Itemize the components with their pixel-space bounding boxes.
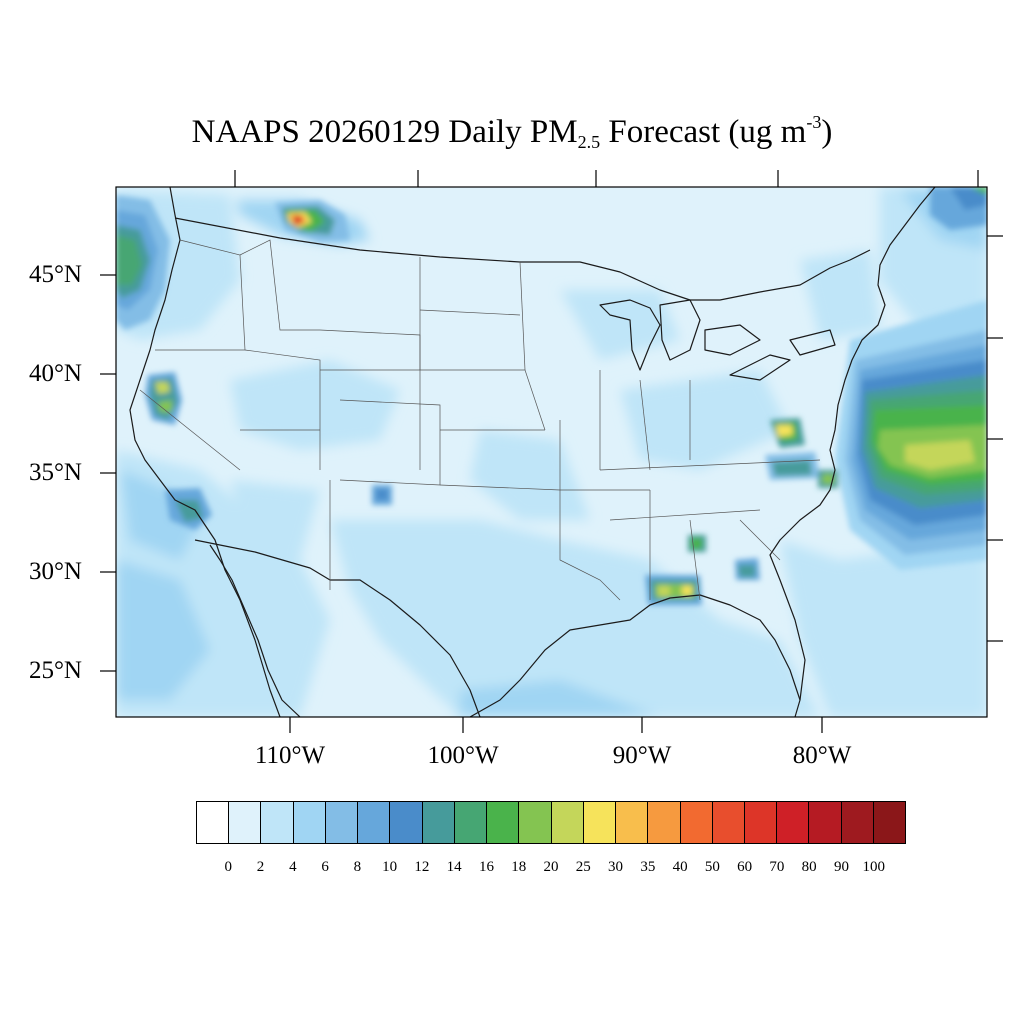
pm25-hotspot-southeast <box>645 535 760 605</box>
colorbar-swatch <box>712 802 745 843</box>
colorbar-tick-label: 12 <box>414 859 430 875</box>
lon-label-100w: 100°W <box>427 742 499 769</box>
colorbar-swatch <box>583 802 617 843</box>
pm25-hotspot-new-mexico <box>372 485 392 505</box>
coastlines-and-boundaries <box>129 187 936 717</box>
colorbar-legend <box>196 801 906 844</box>
lat-label-35n: 35°N <box>28 459 82 486</box>
pm25-hotspot-montana <box>275 200 350 242</box>
pm25-hotspot-virginia <box>765 418 838 488</box>
lat-label-40n: 40°N <box>28 360 82 387</box>
colorbar-swatch <box>680 802 713 843</box>
colorbar-tick-label: 20 <box>543 859 559 875</box>
colorbar-swatch <box>487 802 520 843</box>
colorbar-swatch <box>229 802 262 843</box>
pm25-field-pacific-nw <box>116 195 170 330</box>
colorbar-tick-label: 90 <box>833 859 849 875</box>
pm25-field-northeast-corner <box>930 187 987 230</box>
colorbar-swatch <box>841 802 874 843</box>
colorbar-swatch <box>616 802 649 843</box>
colorbar-swatch <box>873 802 906 843</box>
map-ticks <box>100 170 1003 733</box>
colorbar-tick-label: 35 <box>640 859 656 875</box>
lon-label-90w: 90°W <box>612 742 672 769</box>
colorbar-tick-label: 16 <box>478 859 494 875</box>
colorbar-swatch <box>648 802 681 843</box>
colorbar-tick-label: 70 <box>769 859 785 875</box>
colorbar-swatch <box>809 802 842 843</box>
lon-label-80w: 80°W <box>792 742 852 769</box>
colorbar-tick-label: 25 <box>575 859 591 875</box>
lon-label-110w: 110°W <box>254 742 326 769</box>
colorbar-swatch <box>519 802 552 843</box>
colorbar-tick-label: 2 <box>256 859 265 875</box>
colorbar-tick-label: 8 <box>353 859 362 875</box>
colorbar-tick-label: 18 <box>511 859 527 875</box>
colorbar-swatch <box>325 802 359 843</box>
pm25-hotspot-california <box>145 372 212 530</box>
colorbar-swatch <box>293 802 326 843</box>
colorbar-swatch <box>454 802 488 843</box>
colorbar-tick-label: 80 <box>801 859 817 875</box>
map-frame <box>115 186 988 718</box>
map-title: NAAPS 20260129 Daily PM2.5 Forecast (ug … <box>191 112 833 152</box>
state-boundaries <box>139 239 821 601</box>
colorbar-swatch <box>744 802 778 843</box>
colorbar-tick-label: 30 <box>608 859 624 875</box>
colorbar-tick-label: 100 <box>862 859 885 875</box>
lat-label-45n: 45°N <box>28 261 82 288</box>
colorbar-swatch <box>551 802 584 843</box>
colorbar-tick-label: 50 <box>704 859 720 875</box>
colorbar-tick-label: 14 <box>446 859 462 875</box>
colorbar-tick-label: 60 <box>737 859 753 875</box>
colorbar-tick-label: 4 <box>289 859 297 875</box>
colorbar-swatch <box>422 802 455 843</box>
colorbar-tick-label: 10 <box>382 859 398 875</box>
lat-label-25n: 25°N <box>28 657 82 684</box>
colorbar-tick-label: 0 <box>224 859 233 875</box>
colorbar-tick-label: 40 <box>672 859 688 875</box>
colorbar-swatch <box>197 802 230 843</box>
pm25-field-atlantic <box>835 300 987 570</box>
colorbar-swatch <box>358 802 391 843</box>
colorbar-swatch <box>261 802 294 843</box>
lat-label-30n: 30°N <box>28 558 82 585</box>
colorbar-swatch <box>390 802 423 843</box>
colorbar-swatch <box>777 802 810 843</box>
colorbar-tick-label: 6 <box>321 859 329 875</box>
map-plot-area <box>116 187 987 717</box>
